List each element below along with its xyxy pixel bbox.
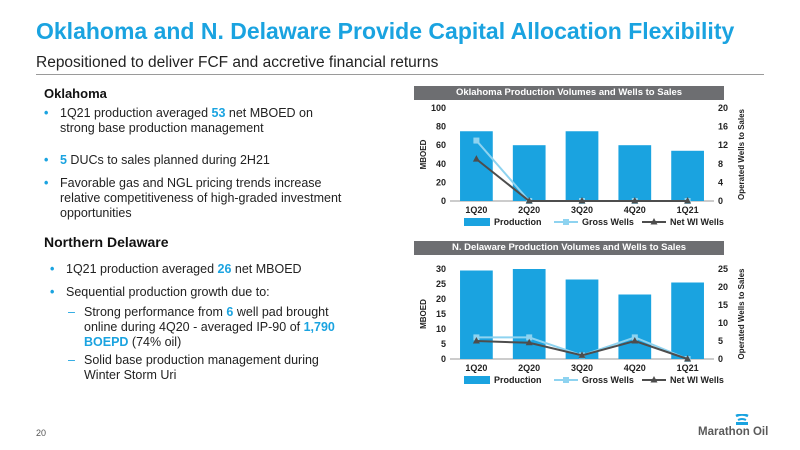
marker-net-wi-wells xyxy=(525,338,533,346)
y-tick-label: 20 xyxy=(436,177,446,187)
y-tick-label: 25 xyxy=(436,279,446,289)
marker-net-wi-wells xyxy=(525,197,533,204)
y-tick-label: 0 xyxy=(441,354,446,364)
bar-production xyxy=(671,282,704,359)
y-tick-label: 5 xyxy=(441,339,446,349)
x-tick-label: 2Q20 xyxy=(518,363,540,373)
y2-tick-label: 0 xyxy=(718,354,723,364)
marker-net-wi-wells xyxy=(578,351,586,358)
y-tick-label: 40 xyxy=(436,159,446,169)
delaware-heading: Northern Delaware xyxy=(44,234,169,250)
y2-tick-label: 0 xyxy=(718,196,723,206)
page-title: Oklahoma and N. Delaware Provide Capital… xyxy=(36,18,735,44)
oklahoma-chart-svg: 0 20 40 60 80 100 0 4 8 12 16 20 MBOED Operated Wells… xyxy=(419,103,746,227)
y-tick-label: 15 xyxy=(436,309,446,319)
bar-production xyxy=(565,131,599,201)
oklahoma-heading: Oklahoma xyxy=(44,86,107,101)
marker-gross-wells xyxy=(526,334,533,341)
marker-net-wi-wells xyxy=(631,197,639,204)
delaware-chart-title: N. Delaware Production Volumes and Wells… xyxy=(414,241,724,255)
oklahoma-chart-title: Oklahoma Production Volumes and Wells to… xyxy=(414,86,724,100)
marker-net-wi-wells xyxy=(578,197,586,204)
bar-production xyxy=(618,145,652,201)
delaware-subbullet-2: – Solid base production management durin… xyxy=(68,353,319,382)
x-tick-label: 4Q20 xyxy=(624,363,646,373)
y-tick-label: 20 xyxy=(436,294,446,304)
legend-marker-net-wi-wells xyxy=(650,218,658,225)
y2-tick-label: 15 xyxy=(718,300,728,310)
marker-net-wi-wells xyxy=(684,355,692,362)
oklahoma-bullet-3: • Favorable gas and NGL pricing trends i… xyxy=(44,176,342,220)
x-tick-label: 1Q20 xyxy=(465,363,487,373)
legend-marker-gross-wells xyxy=(563,377,569,383)
marker-net-wi-wells xyxy=(472,155,480,162)
y-tick-label: 80 xyxy=(436,122,446,132)
legend-marker-net-wi-wells xyxy=(650,376,658,383)
delaware-chart-svg: 0 5 10 15 20 25 30 0 5 10 15 20 25 MBOED Operated Well… xyxy=(419,264,746,385)
delaware-chart: N. Delaware Production Volumes and Wells… xyxy=(414,241,746,391)
bullet-icon: • xyxy=(44,176,49,190)
x-tick-label: 1Q21 xyxy=(677,363,699,373)
oklahoma-bullet-2: • 5 DUCs to sales planned during 2H21 xyxy=(44,153,270,167)
legend-label: Net WI Wells xyxy=(670,217,724,227)
legend-label: Production xyxy=(494,375,542,385)
oklahoma-chart: Oklahoma Production Volumes and Wells to… xyxy=(414,86,746,232)
page-number: 20 xyxy=(36,428,47,438)
y-axis-label: MBOED xyxy=(419,139,428,169)
bar-production xyxy=(671,150,704,201)
x-tick-label: 3Q20 xyxy=(571,363,593,373)
y2-tick-label: 16 xyxy=(718,122,728,132)
bar-production xyxy=(565,279,599,359)
bar-production xyxy=(618,294,652,359)
dash-icon: – xyxy=(68,305,75,319)
y-axis-label: MBOED xyxy=(419,299,428,329)
delaware-bullet-1: • 1Q21 production averaged 26 net MBOED xyxy=(50,262,302,276)
y2-axis-label: Operated Wells to Sales xyxy=(737,268,746,360)
bullet-icon: • xyxy=(44,153,49,167)
title-divider xyxy=(36,74,764,75)
y2-tick-label: 12 xyxy=(718,140,728,150)
y2-axis-label: Operated Wells to Sales xyxy=(737,108,746,200)
legend-swatch-production xyxy=(464,376,490,384)
marathon-oil-logo-icon xyxy=(735,414,749,425)
x-tick-label: 1Q20 xyxy=(465,205,487,215)
y-tick-label: 30 xyxy=(436,264,446,274)
y2-tick-label: 20 xyxy=(718,103,728,113)
bullet-icon: • xyxy=(50,262,55,276)
x-tick-label: 2Q20 xyxy=(518,205,540,215)
y2-tick-label: 8 xyxy=(718,159,723,169)
bullet-icon: • xyxy=(50,285,55,299)
bullet-icon: • xyxy=(44,106,49,120)
marker-gross-wells xyxy=(473,137,480,144)
dash-icon: – xyxy=(68,353,75,367)
x-tick-label: 3Q20 xyxy=(571,205,593,215)
oklahoma-bullet-1: • 1Q21 production averaged 53 net MBOED … xyxy=(44,106,313,135)
x-tick-label: 1Q21 xyxy=(677,205,699,215)
legend-label: Gross Wells xyxy=(582,375,634,385)
y2-tick-label: 20 xyxy=(718,282,728,292)
y2-tick-label: 5 xyxy=(718,336,723,346)
y2-tick-label: 10 xyxy=(718,318,728,328)
y-tick-label: 60 xyxy=(436,140,446,150)
legend-label: Production xyxy=(494,217,542,227)
x-tick-label: 4Q20 xyxy=(624,205,646,215)
marker-net-wi-wells xyxy=(684,197,692,204)
legend-label: Net WI Wells xyxy=(670,375,724,385)
y2-tick-label: 25 xyxy=(718,264,728,274)
logo-text: Marathon Oil xyxy=(698,426,769,438)
marker-net-wi-wells xyxy=(472,337,480,344)
y-tick-label: 100 xyxy=(431,103,446,113)
marker-net-wi-wells xyxy=(631,337,639,344)
y-tick-label: 10 xyxy=(436,324,446,334)
legend-label: Gross Wells xyxy=(582,217,634,227)
legend-swatch-production xyxy=(464,218,490,226)
y2-tick-label: 4 xyxy=(718,177,723,187)
legend-marker-gross-wells xyxy=(563,219,569,225)
delaware-subbullet-1: – Strong performance from 6 well pad bro… xyxy=(68,305,335,349)
bar-production xyxy=(460,270,493,359)
delaware-bullet-2: • Sequential production growth due to: xyxy=(50,285,270,299)
y-tick-label: 0 xyxy=(441,196,446,206)
page-subtitle: Repositioned to deliver FCF and accretiv… xyxy=(36,54,439,71)
